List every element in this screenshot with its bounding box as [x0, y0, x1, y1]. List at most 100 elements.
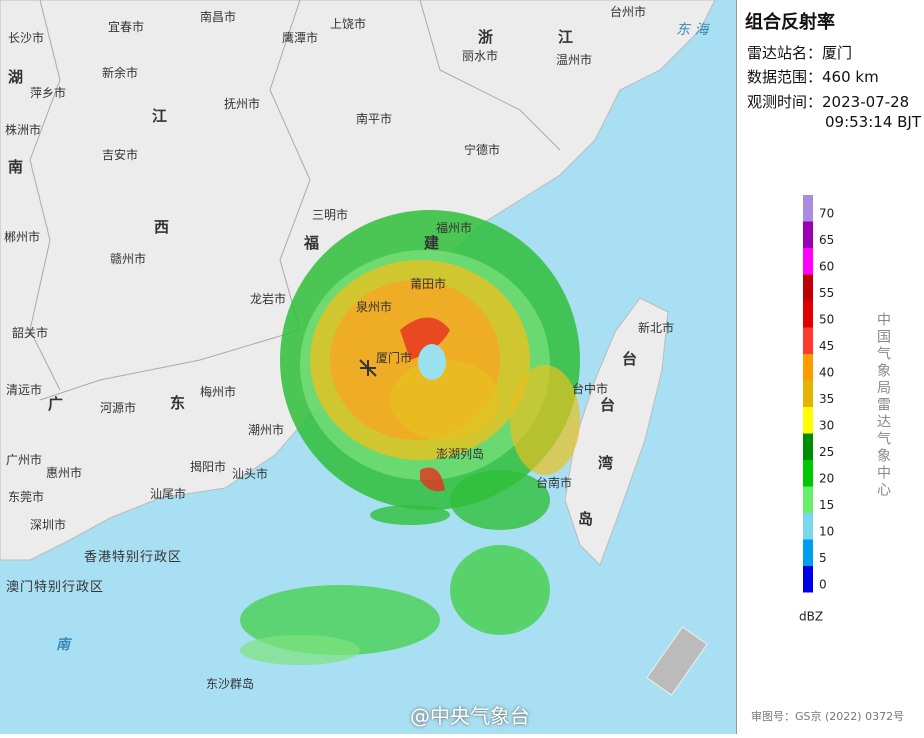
place-label: 福州市	[436, 220, 472, 235]
place-label: 东沙群岛	[206, 676, 254, 691]
taiwan	[564, 297, 669, 566]
scale-swatch	[803, 433, 813, 460]
place-label: 泉州市	[356, 299, 392, 314]
panel-title: 组合反射率	[745, 12, 835, 33]
place-label: 江	[558, 28, 573, 46]
approval: 审图号：GS京 (2022) 0372号	[751, 710, 905, 723]
place-label: 抚州市	[224, 96, 260, 111]
place-label: 台南市	[536, 475, 572, 490]
scale-swatch	[803, 327, 813, 354]
place-label: 台	[622, 350, 637, 368]
scale-label: 45	[819, 339, 834, 353]
place-label: 新余市	[102, 65, 138, 80]
province-borders	[29, 0, 561, 401]
place-label: 南	[8, 158, 23, 176]
value: 460 km	[822, 68, 879, 86]
scale-swatch	[803, 486, 813, 513]
label: 观测时间：	[747, 93, 823, 111]
scale-unit: dBZ	[799, 610, 823, 624]
scale-swatch	[803, 513, 813, 540]
legend-panel: 组合反射率 雷达站名：厦门 数据范围：460 km 观测时间：2023-07-2…	[736, 0, 924, 734]
place-label: 鹰潭市	[282, 30, 318, 45]
label: 雷达站名：	[747, 44, 823, 62]
scale-swatch	[803, 248, 813, 275]
scale-swatch	[803, 274, 813, 301]
place-label: 新北市	[638, 320, 674, 335]
scale-swatch	[803, 566, 813, 593]
place-label: 建	[424, 234, 440, 252]
place-label: 温州市	[556, 52, 592, 67]
scale-swatch	[803, 354, 813, 381]
producer: 中国气象局雷达气象中心	[875, 312, 891, 499]
scale-swatch	[803, 380, 813, 407]
place-label: 南平市	[356, 111, 392, 126]
scale-swatch	[803, 301, 813, 328]
place-label: 赣州市	[110, 251, 146, 266]
value: 厦门	[822, 44, 853, 62]
place-label: 深圳市	[30, 517, 66, 532]
scale-label: 50	[819, 313, 834, 327]
place-label: 西	[154, 218, 169, 236]
place-label: 吉安市	[102, 147, 138, 162]
time-value: 09:53:14 BJT	[825, 113, 922, 131]
place-label: 宜春市	[108, 19, 144, 34]
place-label: 萍乡市	[30, 85, 66, 100]
scale-label: 20	[819, 472, 834, 486]
place-label: 韶关市	[12, 325, 48, 340]
place-label: 南	[56, 636, 73, 653]
scale-label: 65	[819, 233, 834, 247]
scale-label: 15	[819, 498, 834, 512]
scale-label: 40	[819, 366, 834, 380]
place-label: 汕尾市	[150, 486, 186, 501]
place-label: 福	[303, 234, 319, 252]
place-label: 揭阳市	[190, 459, 226, 474]
scale-swatch	[803, 195, 813, 222]
place-label: 上饶市	[330, 16, 366, 31]
time-row: 观测时间：2023-07-28	[747, 91, 909, 112]
place-label: 台州市	[610, 4, 646, 19]
place-label: 湾	[598, 454, 613, 472]
place-label: 郴州市	[4, 229, 40, 244]
place-label: 龙岩市	[250, 291, 286, 306]
scale-label: 35	[819, 392, 834, 406]
radar-echo	[240, 210, 580, 665]
place-label: 湖	[8, 68, 23, 86]
place-label: 厦门市	[376, 350, 412, 365]
place-label: 汕头市	[232, 466, 268, 481]
place-label: 江	[152, 107, 167, 125]
place-label: 宁德市	[464, 142, 500, 157]
place-label: 东 海	[676, 22, 710, 38]
scale-label: 5	[819, 551, 827, 565]
place-label: 长沙市	[8, 30, 44, 45]
scale-swatch	[803, 539, 813, 566]
label: 数据范围：	[747, 68, 823, 86]
scale-swatch	[803, 221, 813, 248]
blank-area	[646, 626, 708, 696]
place-label: 广州市	[6, 452, 42, 467]
place-label: 香港特别行政区	[84, 550, 182, 565]
place-label: 河源市	[100, 400, 136, 415]
place-label: 澎湖列岛	[436, 446, 484, 461]
scale-swatch	[803, 407, 813, 434]
station-row: 雷达站名：厦门	[747, 42, 852, 63]
place-label: 梅州市	[200, 384, 236, 399]
place-label: 澳门特别行政区	[6, 579, 104, 595]
place-label: 台	[600, 396, 615, 414]
scale-swatch	[803, 460, 813, 487]
place-label: 台中市	[572, 381, 608, 396]
scale-label: 30	[819, 419, 834, 433]
place-label: 莆田市	[410, 276, 446, 291]
place-label: 广	[48, 395, 63, 413]
scale-label: 60	[819, 260, 834, 274]
place-label: 三明市	[312, 207, 348, 222]
scale-label: 25	[819, 445, 834, 459]
place-label: 东莞市	[8, 489, 44, 504]
place-label: 株洲市	[5, 122, 41, 137]
place-label: 惠州市	[46, 465, 82, 480]
range-row: 数据范围：460 km	[747, 66, 879, 87]
place-label: 浙	[478, 28, 493, 46]
scale-label: 0	[819, 578, 827, 592]
